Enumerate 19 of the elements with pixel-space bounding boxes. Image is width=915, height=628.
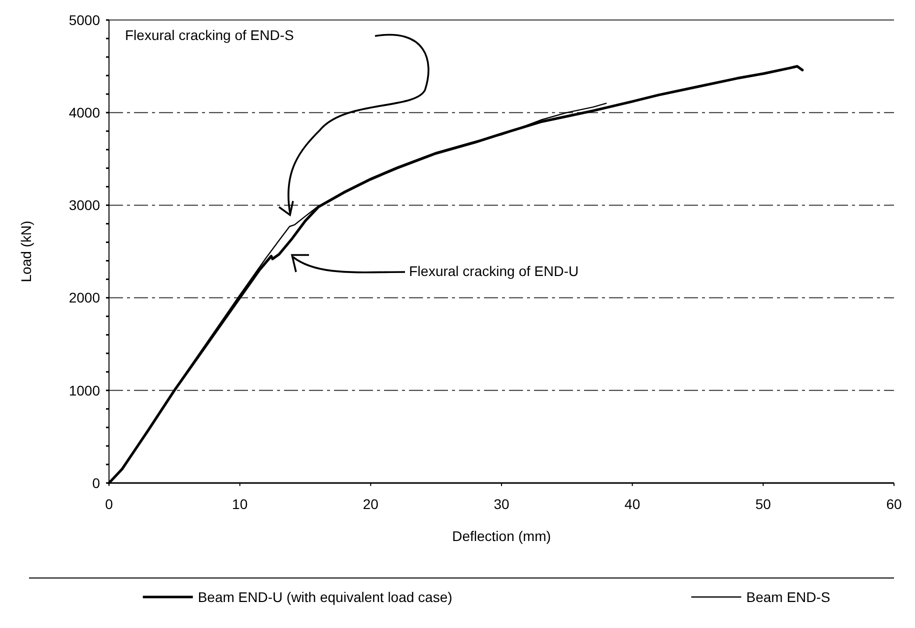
y-tick-label: 1000 [68, 382, 100, 398]
annotation: Flexural cracking of END-U [409, 263, 579, 279]
legend-label: Beam END-S [746, 589, 830, 605]
x-tick-label: 0 [105, 496, 114, 512]
x-tick-label: 30 [494, 496, 510, 512]
y-tick-label: 0 [92, 474, 100, 491]
x-tick-label: 50 [755, 496, 772, 512]
y-tick-label: 2000 [68, 290, 100, 306]
x-tick-label: 40 [624, 496, 640, 512]
legend-label: Beam END-U (with equivalent load case) [198, 589, 452, 605]
y-tick-label: 4000 [68, 104, 100, 120]
y-tick-label: 5000 [68, 12, 100, 28]
y-tick-label: 3000 [68, 197, 100, 214]
annotation: Flexural cracking of END-S [125, 27, 294, 43]
y-axis-title: Load (kN) [18, 220, 34, 282]
x-axis-title: Deflection (mm) [452, 528, 551, 544]
x-tick-label: 20 [362, 496, 379, 512]
x-tick-label: 10 [232, 496, 248, 512]
x-tick-label: 60 [886, 496, 902, 512]
